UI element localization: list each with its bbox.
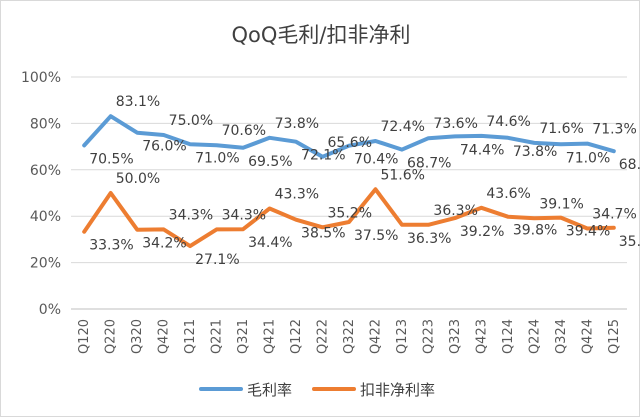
x-tick-label: Q125	[607, 319, 622, 354]
y-tick-label: 0%	[39, 302, 61, 318]
data-label: 38.5%	[301, 226, 345, 242]
x-tick-label: Q221	[210, 319, 225, 354]
chart-title: QoQ毛利/扣非净利	[232, 23, 411, 47]
data-label: 73.8%	[513, 144, 557, 160]
data-label: 76.0%	[142, 139, 186, 155]
data-label: 70.5%	[89, 151, 133, 167]
data-label: 70.4%	[354, 152, 398, 168]
data-label: 37.5%	[354, 228, 398, 244]
x-tick-label: Q123	[395, 319, 410, 354]
x-tick-label: Q220	[104, 319, 119, 354]
data-label: 36.3%	[407, 231, 451, 247]
data-label: 71.3%	[592, 122, 636, 138]
data-label: 71.6%	[539, 121, 583, 137]
x-tick-label: Q423	[474, 319, 489, 354]
data-label: 34.4%	[248, 235, 292, 251]
grid-lines	[71, 76, 627, 310]
x-tick-label: Q222	[316, 319, 331, 354]
data-label: 69.5%	[248, 154, 292, 170]
x-tick-label: Q322	[342, 319, 357, 354]
data-label: 73.6%	[433, 116, 477, 132]
y-tick-label: 40%	[30, 209, 61, 225]
data-label: 83.1%	[116, 94, 160, 110]
data-label: 35.0%	[619, 234, 640, 250]
data-label: 35.2%	[328, 205, 372, 221]
x-tick-label: Q121	[183, 319, 198, 354]
data-label: 43.6%	[486, 186, 530, 202]
x-tick-label: Q224	[527, 319, 542, 354]
x-tick-label: Q120	[77, 319, 92, 354]
data-label: 34.2%	[142, 236, 186, 252]
x-tick-label: Q323	[448, 319, 463, 354]
x-tick-label: Q124	[501, 319, 516, 354]
x-tick-label: Q421	[263, 319, 278, 354]
data-label: 68.7%	[407, 156, 451, 172]
data-label: 68.0%	[619, 157, 640, 173]
data-label: 75.0%	[169, 113, 213, 129]
data-label: 34.7%	[592, 206, 636, 222]
x-tick-label: Q122	[289, 319, 304, 354]
data-label: 39.1%	[539, 196, 583, 212]
data-label: 70.6%	[222, 123, 266, 139]
x-tick-label: Q424	[580, 319, 595, 354]
y-tick-label: 60%	[30, 163, 61, 179]
x-tick-label: Q320	[130, 319, 145, 354]
gross-margin-line	[82, 114, 616, 159]
data-label: 65.6%	[328, 135, 372, 151]
data-label: 51.6%	[380, 167, 424, 183]
y-tick-label: 80%	[30, 116, 61, 132]
data-label: 36.3%	[433, 203, 477, 219]
y-axis: 0% 20% 40% 60% 80% 100%	[21, 70, 61, 318]
data-label: 33.3%	[89, 238, 133, 254]
data-label: 71.0%	[566, 150, 610, 166]
data-label: 39.4%	[566, 224, 610, 240]
legend-label: 扣非净利率	[360, 381, 435, 399]
x-tick-label: Q321	[236, 319, 251, 354]
data-label: 34.3%	[222, 207, 266, 223]
data-label: 34.3%	[169, 207, 213, 223]
data-label: 27.1%	[195, 252, 239, 268]
net-margin-line	[82, 187, 616, 249]
x-tick-label: Q324	[554, 319, 569, 354]
y-tick-label: 20%	[30, 256, 61, 272]
y-tick-label: 100%	[21, 70, 61, 86]
data-labels: 70.5% 83.1% 76.0% 75.0% 71.0% 70.6% 69.5% 73.8%…	[89, 94, 640, 268]
x-tick-label: Q223	[421, 319, 436, 354]
data-label: 73.8%	[275, 116, 319, 132]
data-label: 74.4%	[460, 142, 504, 158]
data-label: 72.4%	[380, 119, 424, 135]
data-label: 72.1%	[301, 148, 345, 164]
data-label: 74.6%	[486, 114, 530, 130]
legend: 毛利率 扣非净利率	[199, 381, 435, 399]
x-tick-label: Q422	[368, 319, 383, 354]
data-label: 71.0%	[195, 150, 239, 166]
data-label: 39.2%	[460, 224, 504, 240]
x-tick-label: Q420	[157, 319, 172, 354]
x-axis: Q120 Q220 Q320 Q420 Q121 Q221 Q321 Q421 Q122 Q222…	[77, 319, 622, 354]
legend-label: 毛利率	[247, 381, 292, 399]
series-lines	[82, 114, 616, 249]
data-label: 39.8%	[513, 223, 557, 239]
data-label: 50.0%	[116, 171, 160, 187]
data-label: 43.3%	[275, 187, 319, 203]
